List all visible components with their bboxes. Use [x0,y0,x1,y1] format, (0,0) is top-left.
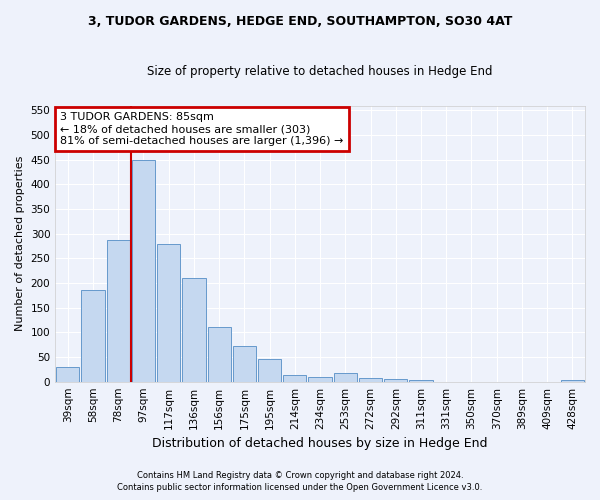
Bar [308,376,332,382]
Title: Size of property relative to detached houses in Hedge End: Size of property relative to detached ho… [148,65,493,78]
X-axis label: Distribution of detached houses by size in Hedge End: Distribution of detached houses by size … [152,437,488,450]
Bar [208,328,231,382]
Bar [157,244,181,382]
Bar [233,346,256,382]
Y-axis label: Number of detached properties: Number of detached properties [15,156,25,332]
Bar [182,278,206,382]
Bar [258,360,281,382]
Bar [334,373,357,382]
Bar [384,379,407,382]
Bar [409,380,433,382]
Bar [82,290,104,382]
Text: 3, TUDOR GARDENS, HEDGE END, SOUTHAMPTON, SO30 4AT: 3, TUDOR GARDENS, HEDGE END, SOUTHAMPTON… [88,15,512,28]
Bar [283,375,307,382]
Bar [132,160,155,382]
Text: Contains HM Land Registry data © Crown copyright and database right 2024.
Contai: Contains HM Land Registry data © Crown c… [118,471,482,492]
Bar [107,240,130,382]
Bar [56,367,79,382]
Bar [359,378,382,382]
Text: 3 TUDOR GARDENS: 85sqm
← 18% of detached houses are smaller (303)
81% of semi-de: 3 TUDOR GARDENS: 85sqm ← 18% of detached… [61,112,344,146]
Bar [561,380,584,382]
